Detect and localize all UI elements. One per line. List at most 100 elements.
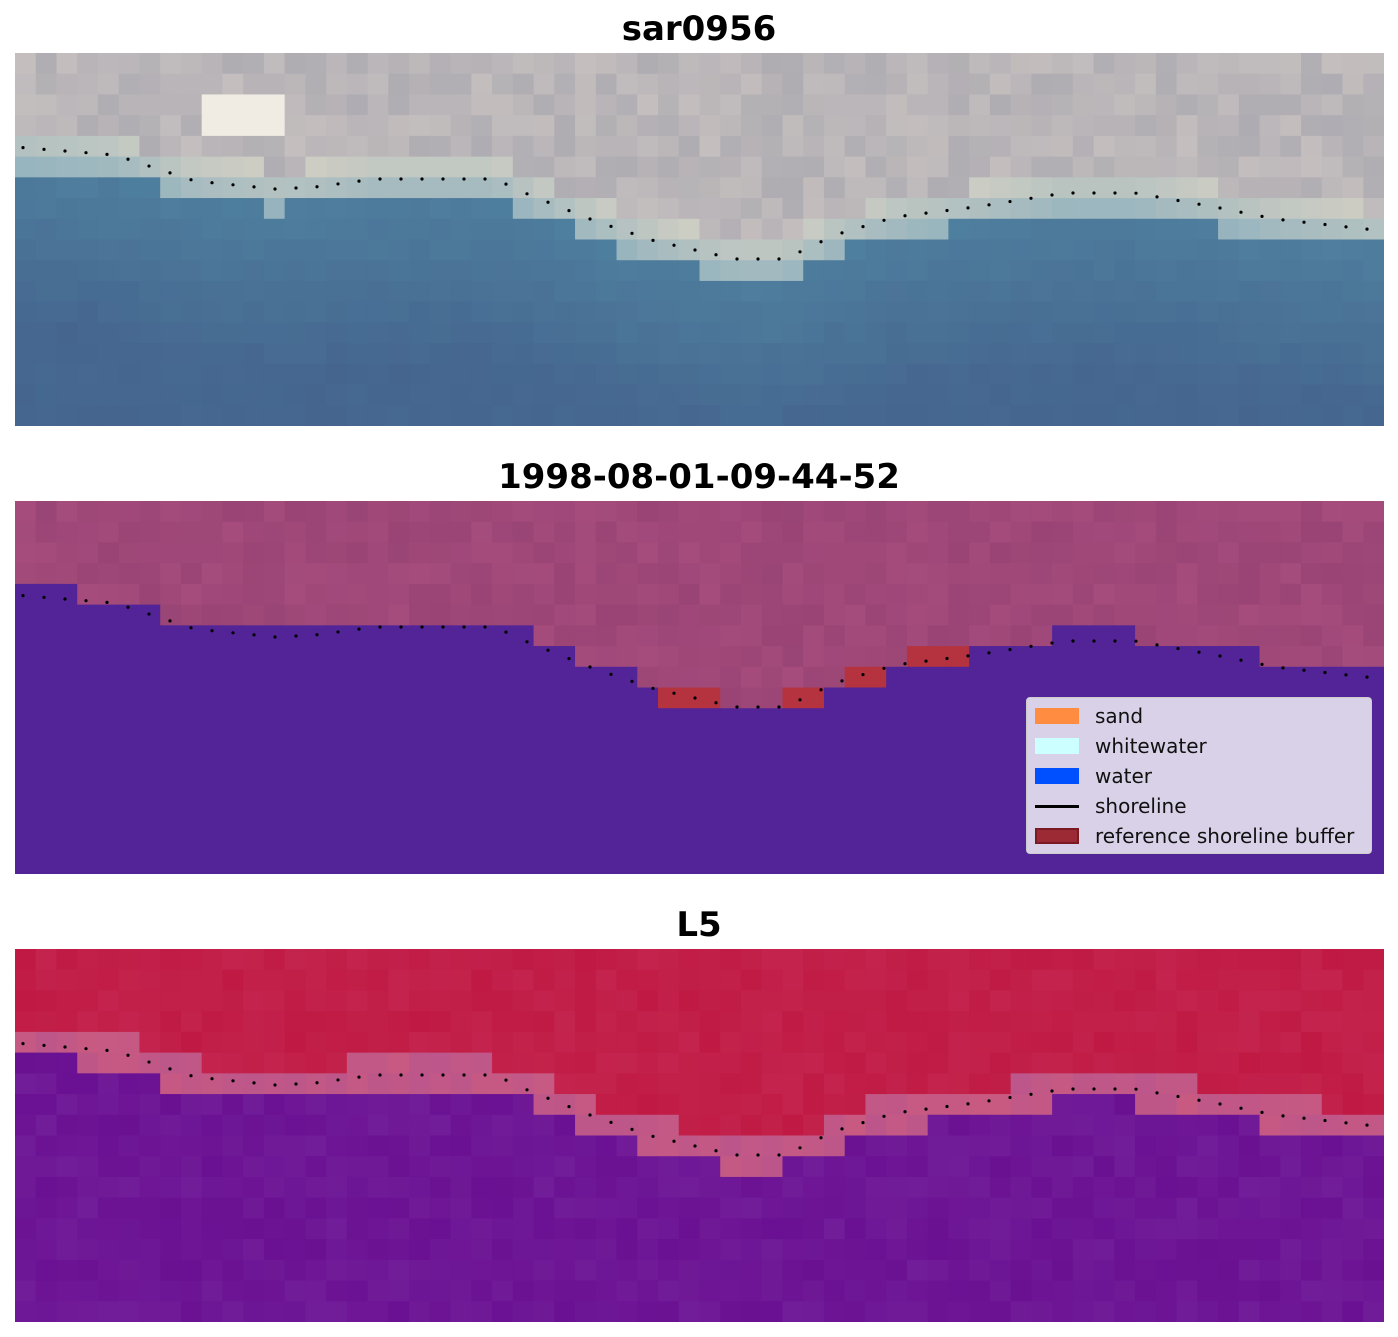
pixel	[56, 1301, 78, 1322]
pixel	[658, 646, 680, 668]
pixel	[927, 1197, 950, 1219]
pixel	[1301, 583, 1323, 606]
pixel	[616, 583, 638, 606]
pixel	[492, 949, 514, 971]
shoreline-point	[672, 1139, 676, 1143]
shoreline-point	[840, 679, 844, 683]
shoreline-point	[1323, 222, 1327, 227]
pixel	[1280, 1280, 1302, 1302]
pixel	[1342, 583, 1364, 606]
pixel	[595, 583, 618, 606]
pixel	[305, 708, 327, 730]
pixel	[409, 832, 431, 854]
pixel	[326, 604, 348, 626]
pixel	[1259, 1114, 1281, 1137]
pixel	[56, 1259, 78, 1282]
pixel	[886, 728, 908, 751]
shoreline-point	[1113, 639, 1117, 643]
pixel	[160, 343, 182, 365]
shoreline-point	[819, 688, 823, 692]
pixel	[1342, 73, 1364, 96]
pixel	[180, 1176, 203, 1199]
pixel	[512, 322, 535, 344]
pixel	[512, 343, 535, 365]
pixel	[388, 322, 410, 344]
pixel	[471, 239, 493, 261]
pixel	[575, 135, 597, 158]
pixel	[56, 832, 78, 854]
pixel	[118, 853, 141, 874]
pixel	[865, 542, 887, 564]
pixel	[575, 301, 597, 323]
pixel	[658, 1197, 680, 1219]
pixel	[450, 384, 472, 406]
pixel	[284, 280, 306, 303]
pixel	[222, 239, 244, 261]
pixel	[263, 1052, 286, 1074]
pixel	[1093, 949, 1115, 971]
pixel	[512, 1031, 535, 1054]
pixel	[803, 563, 825, 585]
pixel	[720, 646, 742, 668]
pixel	[989, 749, 1012, 771]
pixel	[1155, 625, 1178, 647]
pixel	[139, 177, 161, 199]
pixel	[35, 384, 58, 406]
pixel	[180, 1052, 203, 1074]
pixel	[720, 73, 742, 96]
pixel	[1176, 666, 1198, 689]
pixel	[1114, 73, 1136, 96]
pixel	[803, 949, 825, 971]
shoreline-point	[588, 1113, 592, 1117]
pixel	[658, 1156, 680, 1178]
pixel	[118, 791, 141, 813]
pixel	[1052, 73, 1074, 96]
pixel	[305, 280, 327, 303]
pixel	[118, 1011, 141, 1033]
pixel	[616, 1259, 638, 1282]
pixel	[595, 969, 618, 992]
pixel	[346, 363, 369, 386]
pixel	[699, 198, 721, 220]
pixel	[927, 156, 950, 178]
pixel	[15, 990, 37, 1012]
pixel	[305, 990, 327, 1012]
legend-label: reference shoreline buffer	[1095, 824, 1355, 848]
pixel	[1135, 1114, 1157, 1137]
pixel	[56, 135, 78, 158]
pixel	[658, 1114, 680, 1137]
pixel	[554, 949, 576, 971]
pixel	[118, 646, 141, 668]
shoreline-point	[357, 1075, 361, 1079]
pixel	[1135, 177, 1157, 199]
pixel	[1197, 1259, 1219, 1282]
pixel	[720, 728, 742, 751]
pixel	[263, 583, 286, 606]
pixel	[139, 301, 161, 323]
pixel	[886, 384, 908, 406]
pixel	[969, 260, 991, 282]
pixel	[699, 53, 721, 75]
pixel	[409, 749, 431, 771]
pixel	[616, 280, 638, 303]
pixel	[409, 177, 431, 199]
pixel	[450, 728, 472, 751]
pixel	[989, 1280, 1012, 1302]
pixel	[678, 1259, 701, 1282]
pixel	[1072, 73, 1095, 96]
pixel	[492, 260, 514, 282]
pixel	[409, 239, 431, 261]
shoreline-point	[147, 1060, 151, 1064]
pixel	[77, 521, 99, 544]
pixel	[1301, 1031, 1323, 1054]
pixel	[1072, 1031, 1095, 1054]
shoreline-point	[315, 1081, 319, 1085]
pixel	[989, 1114, 1012, 1137]
pixel	[409, 853, 431, 874]
pixel	[1093, 384, 1115, 406]
pixel	[35, 73, 58, 96]
pixel	[575, 666, 597, 689]
pixel	[139, 853, 161, 874]
pixel	[927, 583, 950, 606]
pixel	[886, 666, 908, 689]
